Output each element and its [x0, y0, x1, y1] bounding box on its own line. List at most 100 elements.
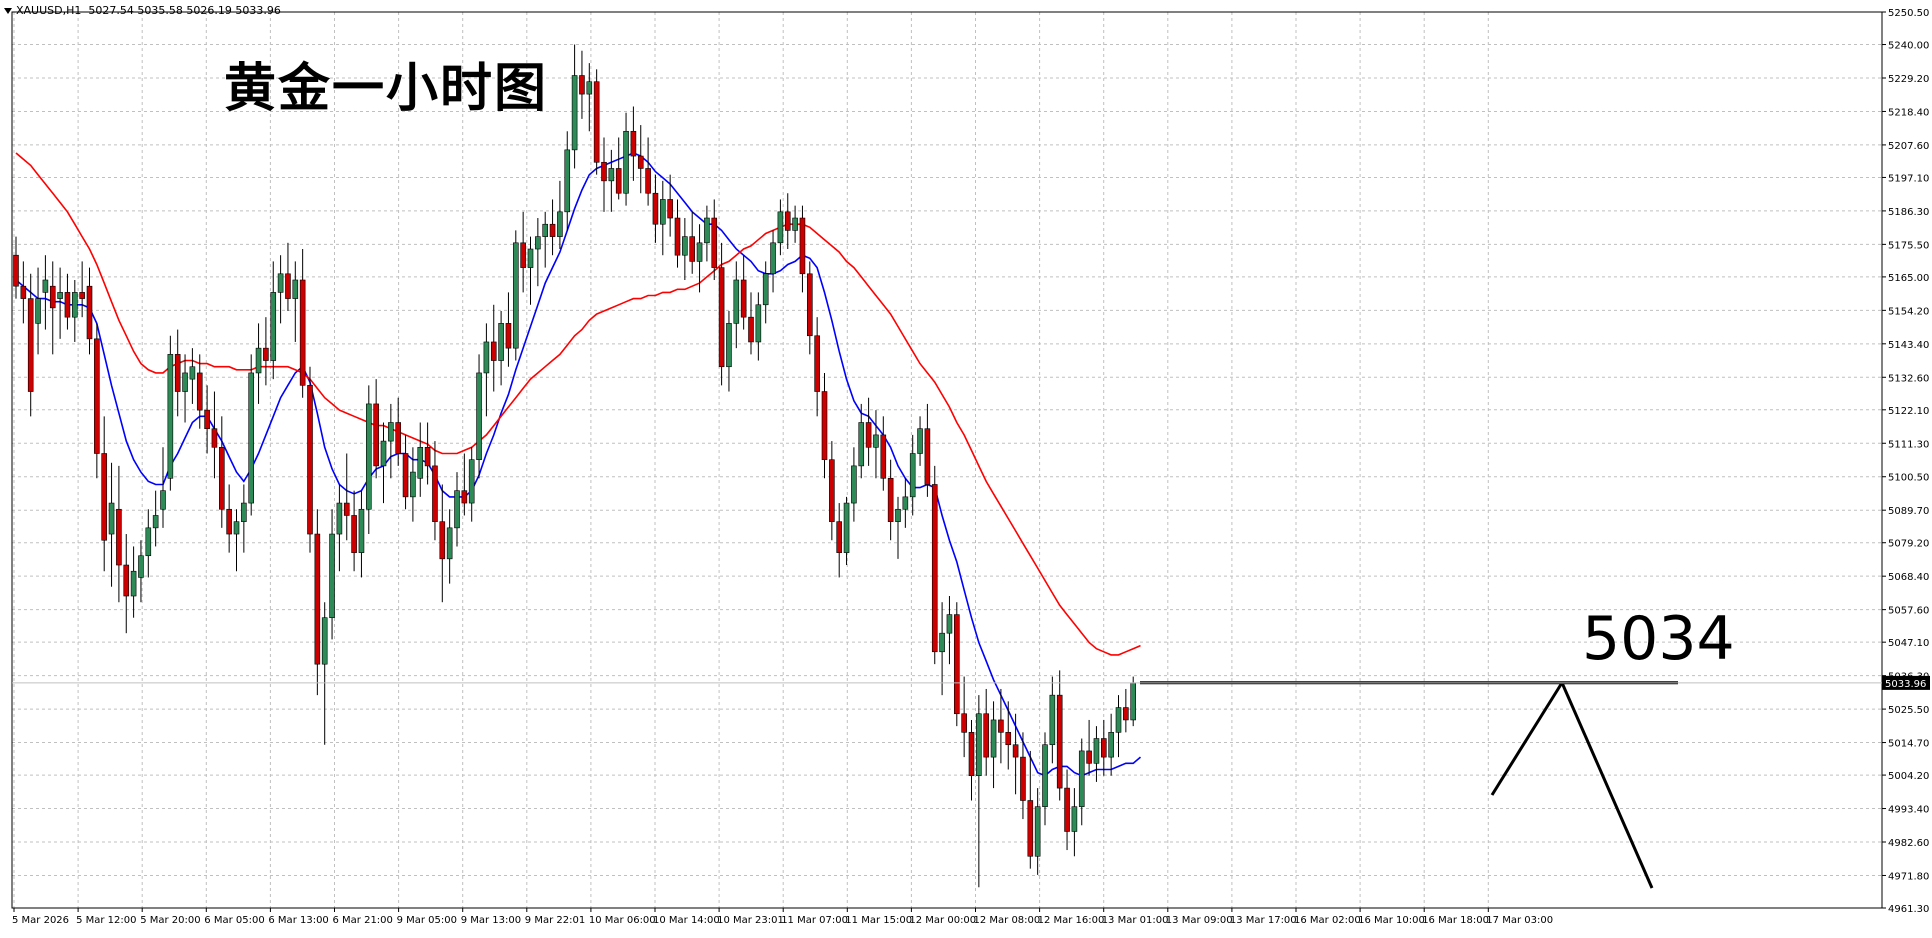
candle — [1034, 788, 1041, 875]
candle — [160, 447, 166, 528]
candle-body — [784, 211, 791, 231]
candle-body — [424, 446, 431, 467]
candle — [983, 688, 990, 776]
candle — [755, 292, 762, 361]
candle — [196, 354, 203, 429]
y-tick-label: 5122.10 — [1888, 406, 1929, 417]
candle-body — [990, 719, 997, 758]
candle-body — [851, 465, 857, 504]
candle — [520, 211, 526, 293]
candle — [777, 199, 784, 256]
candle-body — [821, 391, 828, 460]
ma-slow-line — [15, 152, 1141, 656]
candle-body — [307, 385, 313, 535]
candle-body — [711, 217, 718, 268]
candle — [101, 416, 107, 572]
candle — [968, 719, 975, 801]
candle — [13, 236, 19, 299]
candle-body — [270, 292, 277, 361]
candle — [263, 317, 269, 386]
candle — [483, 323, 490, 417]
y-tick-label: 5132.60 — [1888, 373, 1929, 384]
candle — [35, 267, 41, 355]
candle-body — [946, 614, 953, 634]
candle — [79, 261, 85, 318]
x-tick-label: 6 Mar 05:00 — [204, 915, 264, 926]
candle — [461, 453, 468, 516]
candle — [608, 149, 615, 212]
candle — [601, 137, 607, 212]
candle-body — [20, 285, 27, 299]
candle-body — [733, 279, 740, 324]
plot-frame — [11, 11, 1883, 909]
candle-body — [1012, 744, 1019, 758]
x-tick-label: 5 Mar 2026 — [12, 915, 69, 926]
candle — [652, 174, 659, 243]
candle — [792, 205, 798, 243]
candle — [189, 348, 196, 404]
candle-body — [1064, 787, 1070, 832]
candle — [241, 484, 247, 553]
candle — [674, 199, 681, 268]
dropdown-triangle-icon[interactable] — [4, 8, 12, 14]
y-tick-label: 5229.20 — [1888, 74, 1929, 85]
candle — [1078, 738, 1085, 826]
x-tick-label: 5 Mar 20:00 — [140, 915, 200, 926]
ma-fast-line — [15, 152, 1142, 777]
candle — [226, 484, 232, 553]
candle-body — [1034, 806, 1041, 857]
candle-body — [770, 242, 776, 275]
candle-body — [667, 199, 673, 219]
candle-body — [983, 713, 990, 758]
candle — [564, 131, 571, 231]
projection-down-line — [1560, 682, 1654, 889]
candle-body — [1020, 756, 1026, 801]
candle — [659, 180, 666, 256]
candle-body — [608, 168, 615, 182]
candle-body — [1130, 682, 1136, 721]
candle-body — [461, 490, 468, 504]
y-tick-label: 5240.00 — [1888, 41, 1929, 52]
candle — [924, 403, 931, 497]
candle-body — [454, 490, 460, 529]
candle — [946, 596, 953, 665]
candle — [1130, 676, 1136, 727]
candle-body — [571, 75, 578, 151]
candle-body — [123, 564, 130, 597]
candle-body — [924, 428, 931, 485]
candle-body — [490, 341, 497, 361]
candle — [512, 230, 519, 361]
candle-body — [748, 316, 754, 343]
y-tick-label: 5079.20 — [1888, 539, 1929, 550]
candle-body — [1056, 694, 1063, 789]
chart-header: XAUUSD,H1 5027.54 5035.58 5026.19 5033.9… — [4, 4, 281, 17]
candle — [939, 602, 945, 696]
candle-body — [755, 304, 762, 343]
candle — [233, 509, 240, 572]
candle — [490, 304, 497, 392]
candle — [285, 242, 291, 311]
candle — [424, 422, 431, 485]
candle — [174, 329, 181, 417]
candle-body — [233, 521, 240, 535]
candle-body — [204, 409, 210, 430]
candle — [138, 540, 144, 603]
candle — [270, 261, 277, 380]
candle — [549, 199, 556, 256]
candle — [505, 292, 512, 367]
candle — [593, 69, 600, 175]
candle — [630, 106, 637, 181]
candle-body — [219, 446, 225, 510]
candle — [1064, 769, 1070, 851]
y-tick-label: 5250.50 — [1888, 8, 1929, 19]
candle — [402, 434, 409, 510]
candle-body — [659, 199, 666, 225]
candle-body — [277, 273, 284, 293]
y-tick-label: 5207.60 — [1888, 141, 1929, 152]
candle-body — [108, 502, 115, 535]
candle-body — [79, 292, 85, 299]
candle — [726, 310, 732, 392]
candle-body — [211, 428, 218, 448]
y-tick-label: 5047.10 — [1888, 638, 1929, 649]
